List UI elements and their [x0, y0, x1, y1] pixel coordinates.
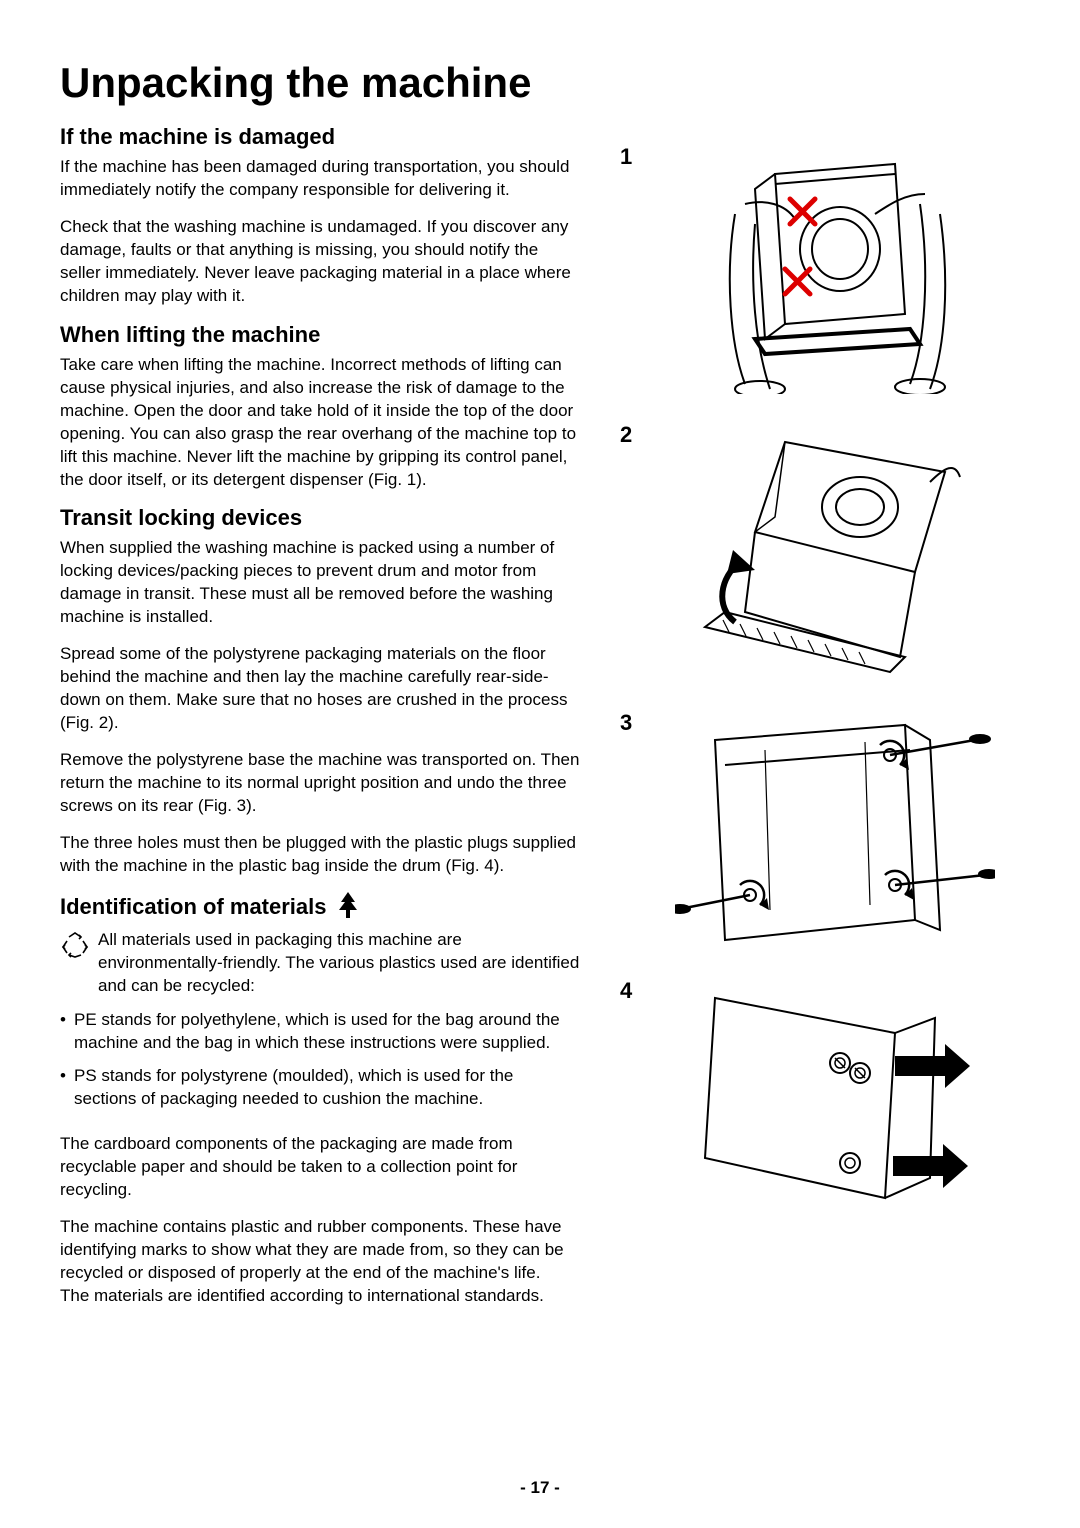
- lifting-p1: Take care when lifting the machine. Inco…: [60, 354, 580, 492]
- transit-p4: The three holes must then be plugged wit…: [60, 832, 580, 878]
- right-column: 1: [620, 124, 1020, 1528]
- figure-2: 2: [620, 422, 1020, 682]
- materials-intro-row: All materials used in packaging this mac…: [60, 929, 580, 998]
- figure-1-num: 1: [620, 144, 640, 170]
- materials-bullets: PE stands for polyethylene, which is use…: [60, 1009, 580, 1121]
- figure-2-image: [650, 422, 1020, 682]
- bullet-pe: PE stands for polyethylene, which is use…: [60, 1009, 580, 1055]
- left-column: If the machine is damaged If the machine…: [60, 124, 580, 1528]
- figure-3: 3: [620, 710, 1020, 950]
- heading-materials: Identification of materials: [60, 894, 327, 920]
- content: If the machine is damaged If the machine…: [60, 124, 1020, 1528]
- damaged-p2: Check that the washing machine is undama…: [60, 216, 580, 308]
- page-number: - 17 -: [0, 1478, 1080, 1498]
- materials-intro: All materials used in packaging this mac…: [98, 929, 580, 998]
- heading-lifting: When lifting the machine: [60, 322, 580, 348]
- figure-1: 1: [620, 144, 1020, 394]
- figure-2-num: 2: [620, 422, 640, 448]
- damaged-p1: If the machine has been damaged during t…: [60, 156, 580, 202]
- figure-1-image: [650, 144, 1020, 394]
- page-title: Unpacking the machine: [60, 60, 1020, 106]
- figure-4-image: [650, 978, 1020, 1208]
- materials-p1: The cardboard components of the packagin…: [60, 1133, 580, 1202]
- figure-4: 4: [620, 978, 1020, 1208]
- page: Unpacking the machine If the machine is …: [0, 0, 1080, 1528]
- materials-p2: The machine contains plastic and rubber …: [60, 1216, 580, 1285]
- materials-p3: The materials are identified according t…: [60, 1285, 580, 1308]
- bullet-ps: PS stands for polystyrene (moulded), whi…: [60, 1065, 580, 1111]
- transit-p1: When supplied the washing machine is pac…: [60, 537, 580, 629]
- figure-3-num: 3: [620, 710, 640, 736]
- transit-p3: Remove the polystyrene base the machine …: [60, 749, 580, 818]
- figure-4-num: 4: [620, 978, 640, 1004]
- recycle-icon: [60, 929, 90, 959]
- heading-materials-row: Identification of materials: [60, 892, 580, 923]
- tree-icon: [337, 892, 359, 923]
- figure-3-image: [650, 710, 1020, 950]
- transit-p2: Spread some of the polystyrene packaging…: [60, 643, 580, 735]
- heading-damaged: If the machine is damaged: [60, 124, 580, 150]
- heading-transit: Transit locking devices: [60, 505, 580, 531]
